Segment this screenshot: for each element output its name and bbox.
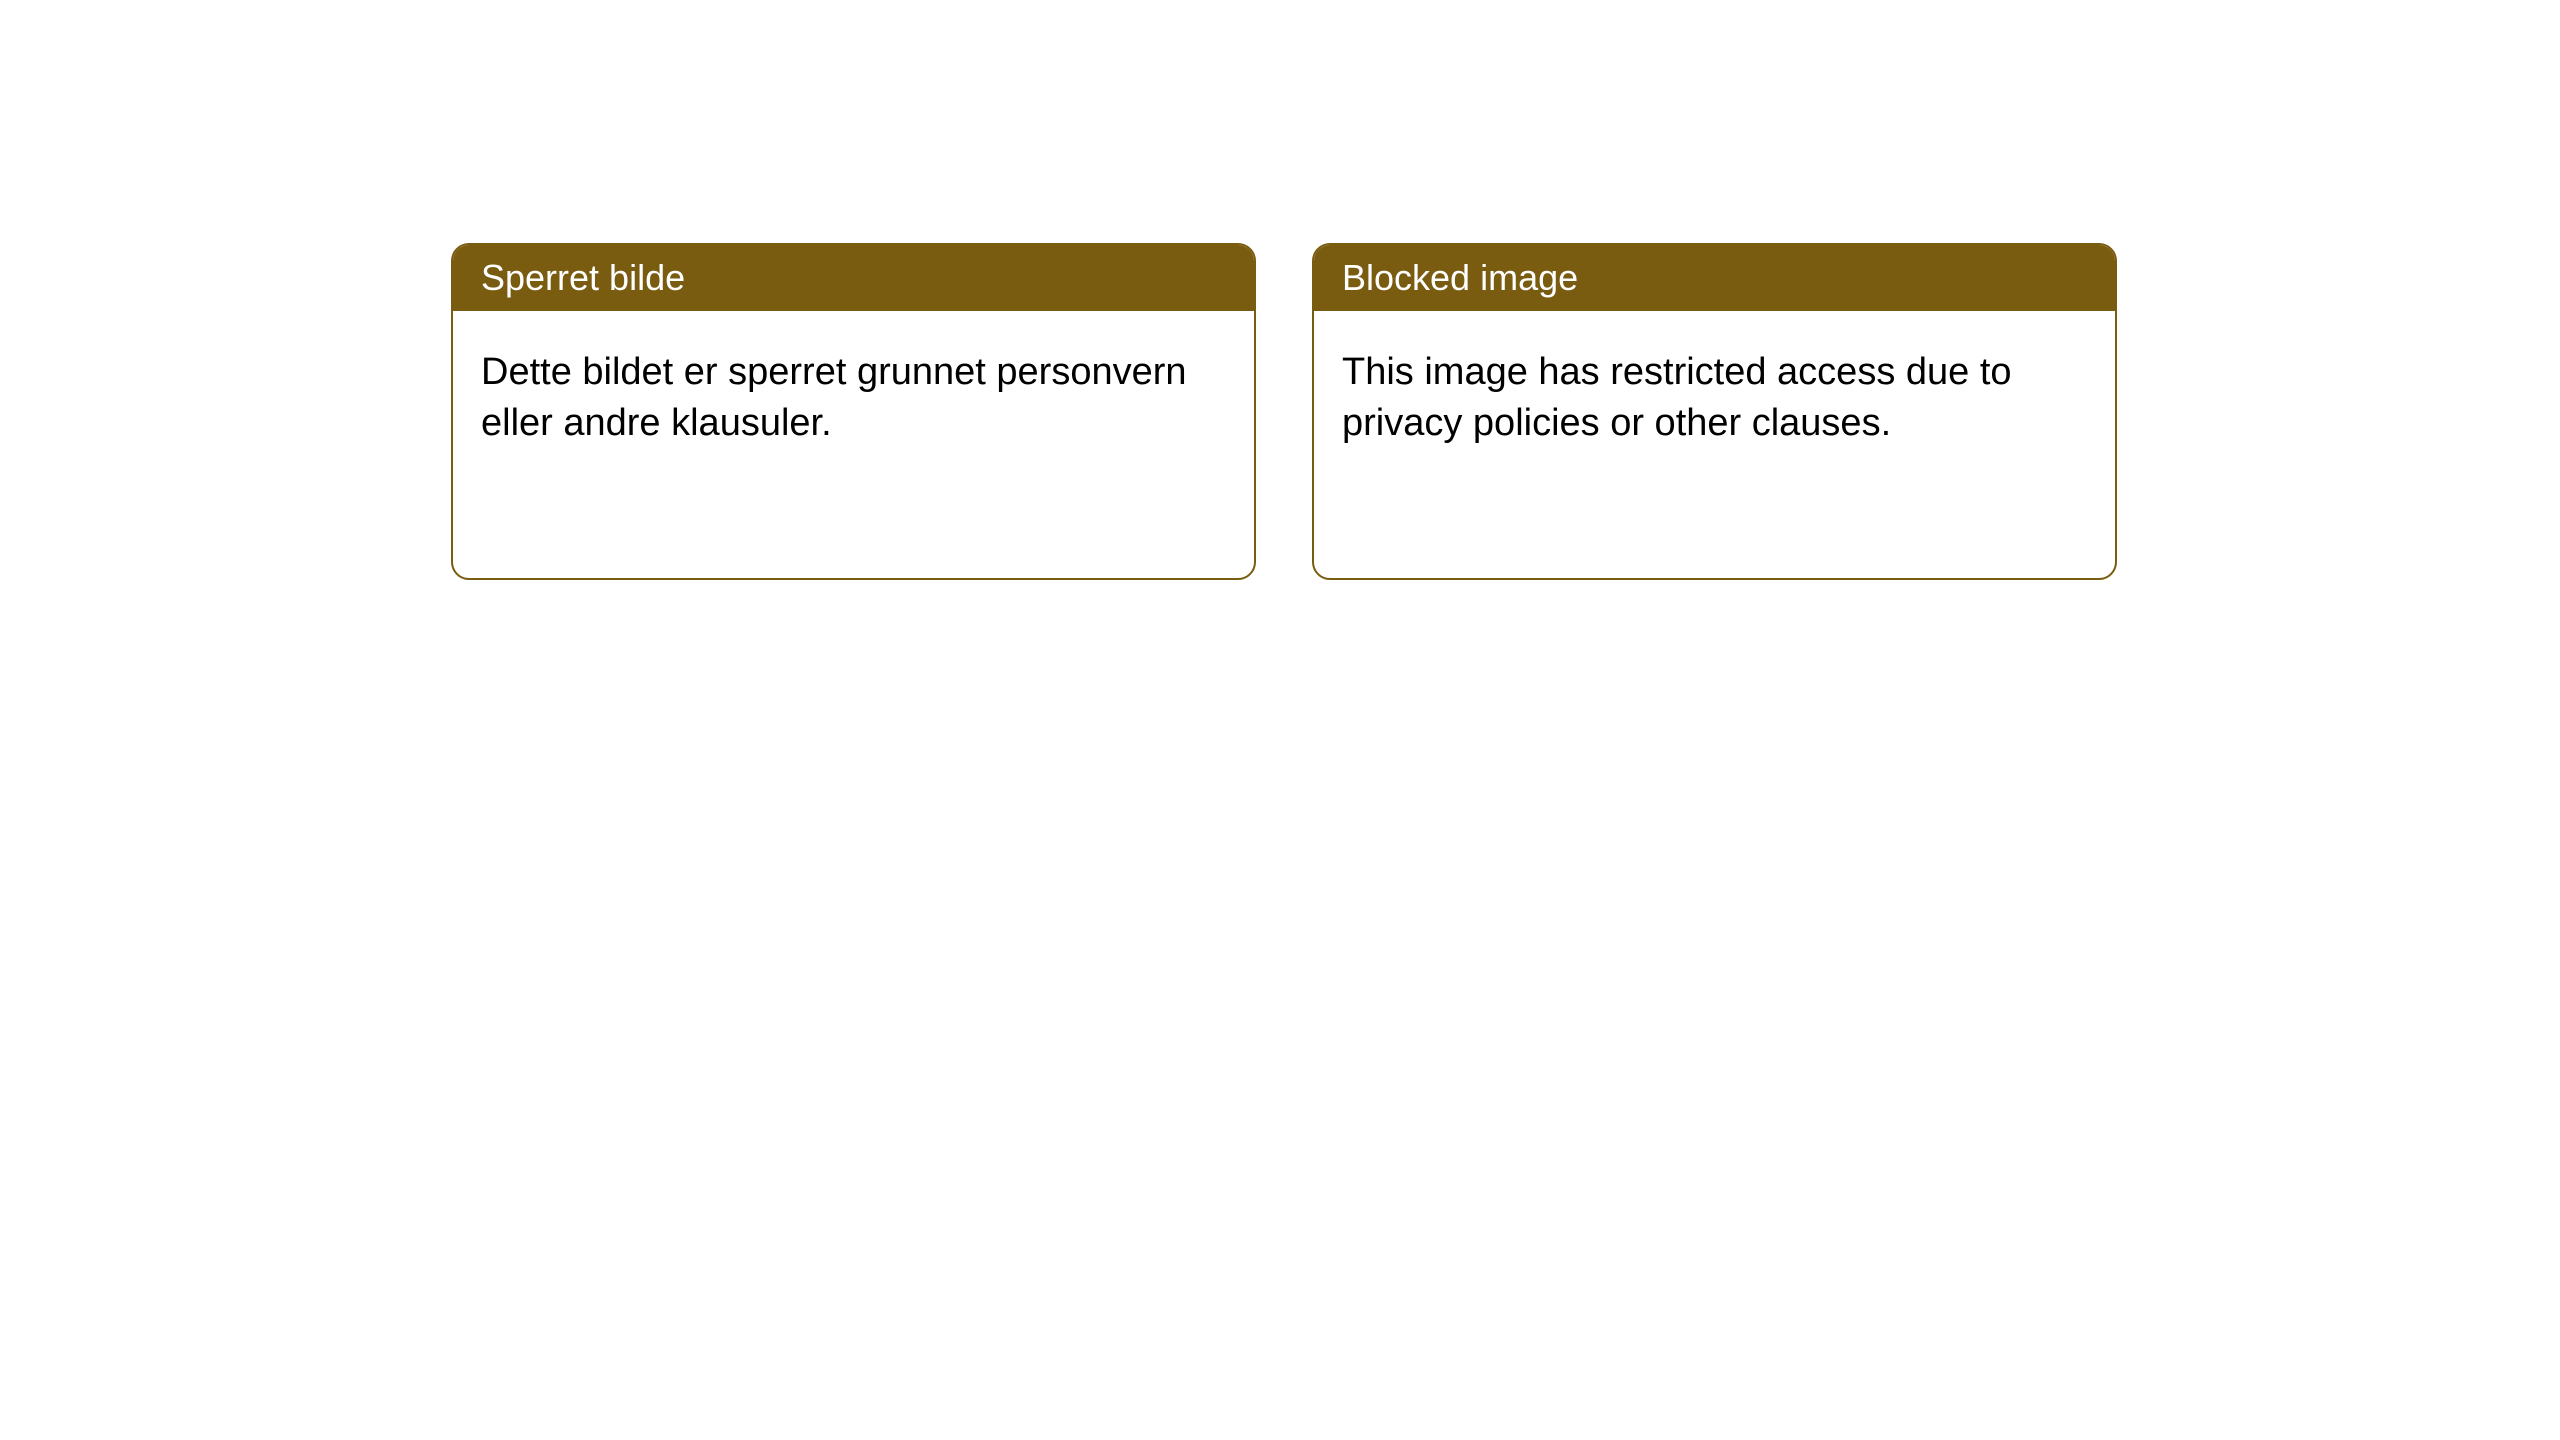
card-body-text: Dette bildet er sperret grunnet personve… — [481, 351, 1187, 444]
card-body-text: This image has restricted access due to … — [1342, 351, 2012, 444]
blocked-image-notice-container: Sperret bilde Dette bildet er sperret gr… — [451, 243, 2117, 580]
card-title: Sperret bilde — [481, 257, 685, 298]
card-body: This image has restricted access due to … — [1314, 311, 2115, 486]
card-header: Sperret bilde — [453, 245, 1254, 311]
card-title: Blocked image — [1342, 257, 1578, 298]
blocked-image-card-english: Blocked image This image has restricted … — [1312, 243, 2117, 580]
card-header: Blocked image — [1314, 245, 2115, 311]
card-body: Dette bildet er sperret grunnet personve… — [453, 311, 1254, 486]
blocked-image-card-norwegian: Sperret bilde Dette bildet er sperret gr… — [451, 243, 1256, 580]
